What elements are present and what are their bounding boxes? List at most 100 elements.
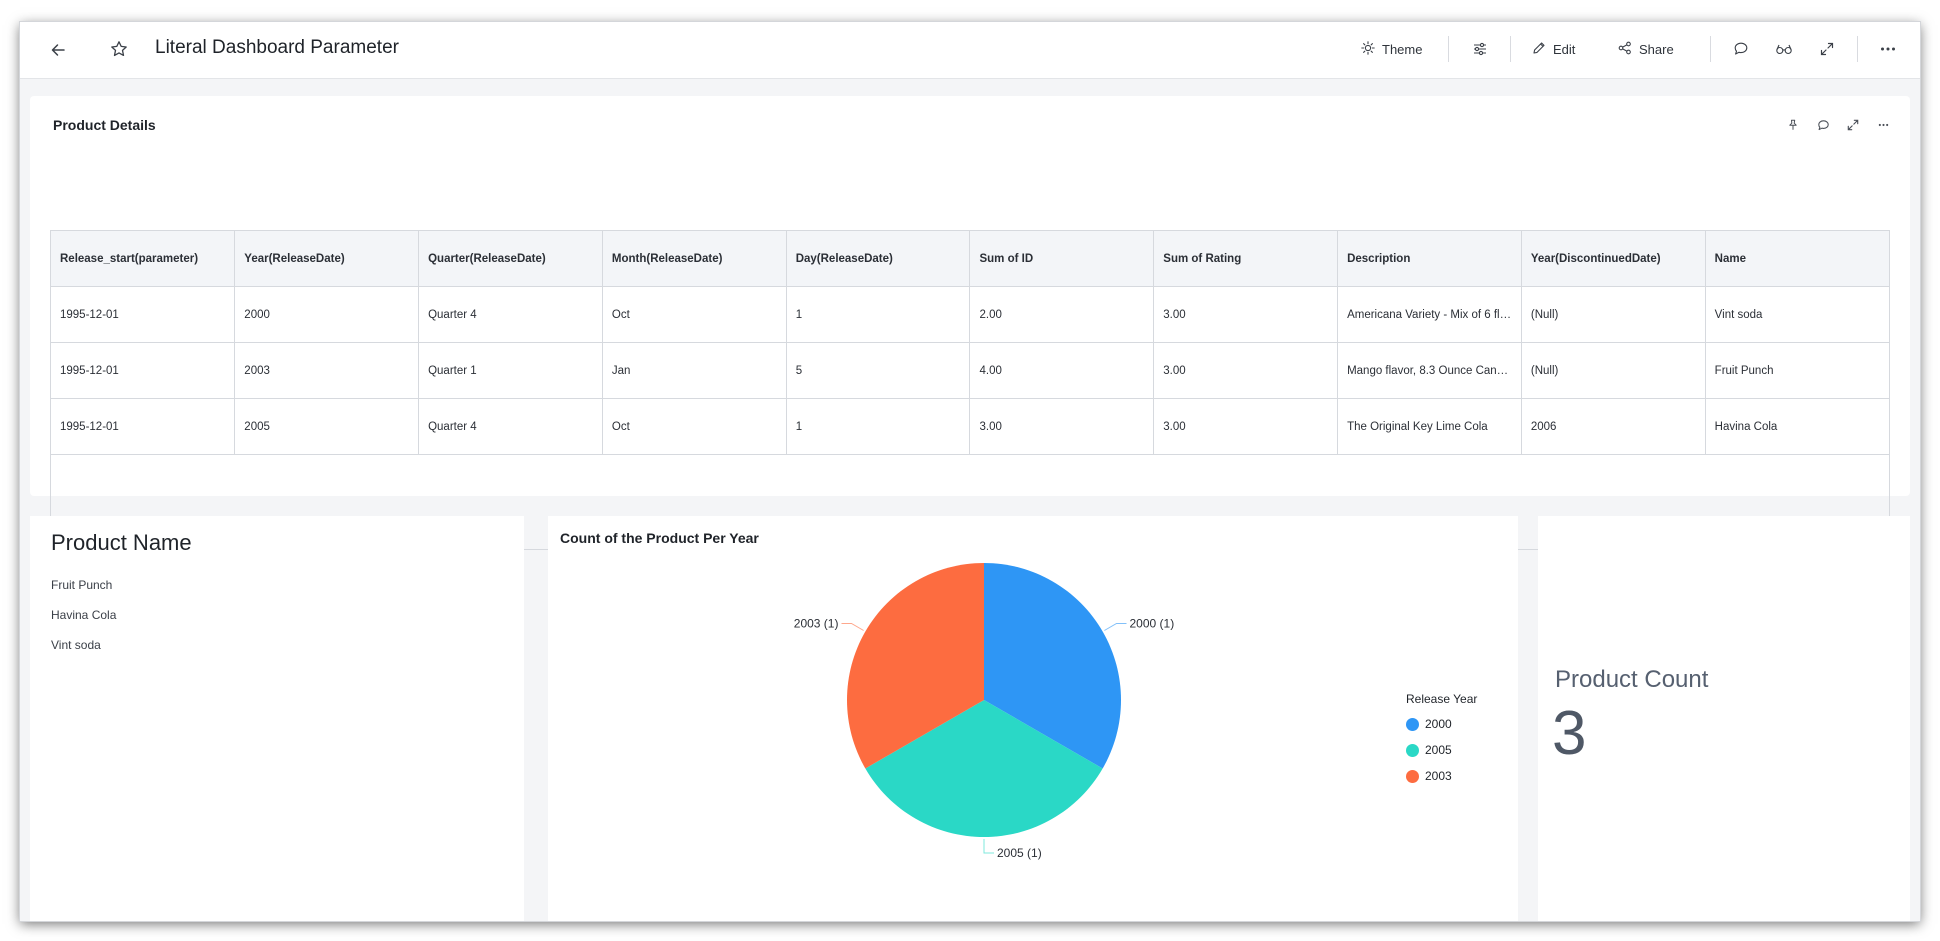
pencil-icon bbox=[1532, 41, 1546, 58]
table-cell: Quarter 1 bbox=[418, 342, 603, 399]
theme-label: Theme bbox=[1382, 41, 1423, 57]
product-details-widget: Product Details Release_start(parameter) bbox=[30, 96, 1910, 550]
share-label: Share bbox=[1639, 41, 1674, 57]
grid-header-row: Release_start(parameter) Year(ReleaseDat… bbox=[51, 231, 1889, 287]
kpi-value: 3 bbox=[1552, 699, 1587, 768]
widget-title: Product Name bbox=[51, 530, 192, 555]
more-icon[interactable] bbox=[1877, 38, 1899, 60]
product-name-widget: Product Name Fruit Punch Havina Cola Vin… bbox=[30, 516, 524, 921]
table-cell: 1 bbox=[786, 286, 971, 343]
pin-icon[interactable] bbox=[1784, 116, 1802, 134]
table-cell: Mango flavor, 8.3 Ounce Cans (Pack of 24… bbox=[1337, 342, 1522, 399]
column-header[interactable]: Sum of ID bbox=[969, 231, 1155, 287]
table-cell: (Null) bbox=[1521, 286, 1706, 343]
share-button[interactable]: Share bbox=[1618, 38, 1674, 60]
pie-slice-2005[interactable] bbox=[865, 700, 1103, 837]
data-label-2000: 2000 (1) bbox=[1130, 617, 1175, 631]
table-cell: 3.00 bbox=[1153, 286, 1339, 343]
table-row[interactable]: 1995-12-01 2003 Quarter 1 Jan 5 4.00 3.0… bbox=[51, 342, 1889, 399]
comment-icon[interactable] bbox=[1814, 116, 1832, 134]
toolbar-divider bbox=[1510, 36, 1511, 62]
table-cell: Quarter 4 bbox=[418, 398, 603, 455]
column-header[interactable]: Day(ReleaseDate) bbox=[786, 231, 971, 287]
edit-label: Edit bbox=[1553, 41, 1576, 57]
table-cell: Americana Variety - Mix of 6 flavors bbox=[1337, 286, 1522, 343]
legend-label: 2003 bbox=[1425, 769, 1452, 783]
product-count-widget: Product Count 3 bbox=[1538, 516, 1910, 921]
chart-title: Count of the Product Per Year bbox=[560, 530, 759, 546]
column-header[interactable]: Release_start(parameter) bbox=[51, 231, 236, 287]
table-cell: 3.00 bbox=[1153, 342, 1339, 399]
table-cell: 2000 bbox=[234, 286, 420, 343]
column-header[interactable]: Year(ReleaseDate) bbox=[234, 231, 420, 287]
table-cell: Quarter 4 bbox=[418, 286, 603, 343]
legend-label: 2005 bbox=[1425, 743, 1452, 757]
list-item[interactable]: Vint soda bbox=[51, 638, 101, 652]
dashboard-title: Literal Dashboard Parameter bbox=[155, 37, 399, 58]
legend-item-2003[interactable]: 2003 bbox=[1406, 763, 1477, 789]
table-cell: 2003 bbox=[234, 342, 420, 399]
toolbar-divider bbox=[1448, 36, 1449, 62]
table-cell: Oct bbox=[602, 286, 787, 343]
toolbar-divider bbox=[1857, 36, 1858, 62]
edit-button[interactable]: Edit bbox=[1532, 38, 1575, 60]
table-cell: 1 bbox=[786, 398, 971, 455]
back-arrow-icon[interactable] bbox=[47, 39, 69, 61]
table-cell: Oct bbox=[602, 398, 787, 455]
table-cell: 1995-12-01 bbox=[51, 286, 236, 343]
column-header[interactable]: Sum of Rating bbox=[1153, 231, 1339, 287]
column-header[interactable]: Year(DiscontinuedDate) bbox=[1521, 231, 1706, 287]
dashboard-header: Literal Dashboard Parameter Theme Edit S… bbox=[20, 22, 1920, 79]
table-cell: 5 bbox=[786, 342, 971, 399]
dashboard-window: Literal Dashboard Parameter Theme Edit S… bbox=[20, 22, 1920, 921]
legend-swatch bbox=[1406, 717, 1419, 731]
product-details-grid: Release_start(parameter) Year(ReleaseDat… bbox=[50, 230, 1890, 550]
share-icon bbox=[1618, 41, 1632, 58]
pie-slice-2000[interactable] bbox=[984, 563, 1121, 769]
legend-title: Release Year bbox=[1406, 692, 1478, 706]
product-name-list: Fruit Punch Havina Cola Vint soda bbox=[51, 578, 116, 668]
table-cell: Havina Cola bbox=[1705, 398, 1889, 455]
legend-swatch bbox=[1406, 743, 1419, 757]
theme-button[interactable]: Theme bbox=[1361, 38, 1422, 60]
pie-chart-widget: Count of the Product Per Year 2000 (1) 20… bbox=[548, 516, 1518, 921]
more-icon[interactable] bbox=[1874, 116, 1892, 134]
column-header[interactable]: Quarter(ReleaseDate) bbox=[418, 231, 603, 287]
table-cell: (Null) bbox=[1521, 342, 1706, 399]
star-icon[interactable] bbox=[108, 38, 130, 60]
pie-chart: 2000 (1) 2005 (1) 2003 (1) bbox=[794, 563, 1175, 860]
table-cell: The Original Key Lime Cola bbox=[1337, 398, 1522, 455]
table-cell: 4.00 bbox=[969, 342, 1155, 399]
table-cell: 1995-12-01 bbox=[51, 342, 236, 399]
column-header[interactable]: Name bbox=[1705, 231, 1889, 287]
table-cell: 2.00 bbox=[969, 286, 1155, 343]
table-cell: 2006 bbox=[1521, 398, 1706, 455]
comment-icon[interactable] bbox=[1730, 38, 1752, 60]
table-cell: Jan bbox=[602, 342, 787, 399]
table-cell: 2005 bbox=[234, 398, 420, 455]
legend-swatch bbox=[1406, 769, 1419, 783]
widget-title: Product Details bbox=[53, 117, 156, 133]
table-cell: 1995-12-01 bbox=[51, 398, 236, 455]
legend-item-2000[interactable]: 2000 bbox=[1406, 711, 1477, 737]
data-label-connector bbox=[983, 839, 994, 854]
filter-sliders-icon[interactable] bbox=[1469, 38, 1491, 60]
data-label-connector bbox=[1104, 623, 1127, 631]
column-header[interactable]: Description bbox=[1337, 231, 1522, 287]
sun-icon bbox=[1361, 40, 1375, 58]
table-row[interactable]: 1995-12-01 2000 Quarter 4 Oct 1 2.00 3.0… bbox=[51, 286, 1889, 343]
list-item[interactable]: Havina Cola bbox=[51, 608, 117, 622]
data-label-2005: 2005 (1) bbox=[997, 846, 1042, 860]
table-cell: Vint soda bbox=[1705, 286, 1889, 343]
kpi-label: Product Count bbox=[1555, 666, 1709, 693]
toolbar-divider bbox=[1710, 36, 1711, 62]
expand-icon[interactable] bbox=[1844, 116, 1862, 134]
pie-slice-2003[interactable] bbox=[847, 563, 984, 769]
column-header[interactable]: Month(ReleaseDate) bbox=[602, 231, 787, 287]
legend-item-2005[interactable]: 2005 bbox=[1406, 737, 1477, 763]
glasses-icon[interactable] bbox=[1773, 38, 1795, 60]
list-item[interactable]: Fruit Punch bbox=[51, 578, 113, 592]
table-cell: 3.00 bbox=[969, 398, 1155, 455]
expand-icon[interactable] bbox=[1816, 38, 1838, 60]
table-row[interactable]: 1995-12-01 2005 Quarter 4 Oct 1 3.00 3.0… bbox=[51, 398, 1889, 455]
